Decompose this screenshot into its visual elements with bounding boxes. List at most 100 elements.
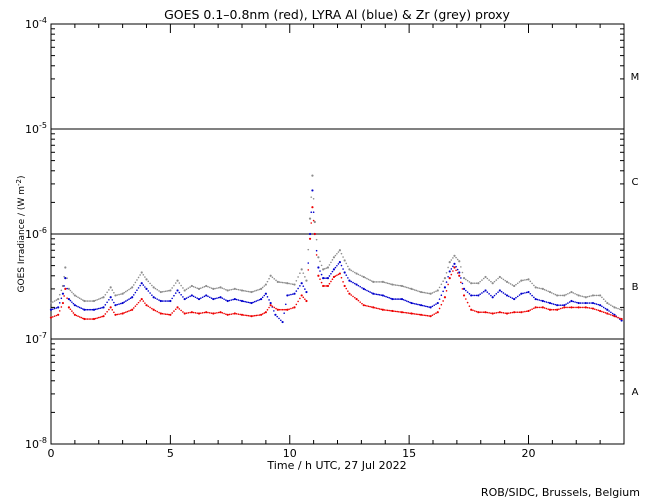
data-point bbox=[527, 309, 530, 313]
data-point bbox=[102, 296, 105, 299]
interpolated-point bbox=[388, 282, 391, 285]
interpolated-point bbox=[388, 297, 391, 299]
interpolated-point bbox=[173, 294, 175, 297]
interpolated-point bbox=[315, 254, 318, 256]
interpolated-point bbox=[142, 273, 145, 276]
interpolated-point bbox=[137, 301, 140, 304]
interpolated-point bbox=[568, 306, 571, 309]
interpolated-point bbox=[278, 281, 281, 283]
data-point bbox=[311, 206, 314, 209]
data-point bbox=[400, 311, 404, 314]
data-point bbox=[145, 287, 148, 291]
interpolated-point bbox=[99, 307, 102, 309]
interpolated-point bbox=[405, 312, 408, 314]
interpolated-point bbox=[590, 307, 592, 310]
interpolated-point bbox=[123, 301, 126, 303]
interpolated-point bbox=[399, 284, 402, 287]
interpolated-point bbox=[55, 314, 58, 317]
data-point bbox=[520, 279, 523, 282]
interpolated-point bbox=[583, 306, 585, 309]
interpolated-point bbox=[440, 294, 443, 297]
interpolated-point bbox=[319, 260, 321, 263]
interpolated-point bbox=[576, 301, 578, 304]
interpolated-point bbox=[559, 294, 562, 297]
data-point bbox=[159, 299, 162, 303]
data-point bbox=[462, 277, 466, 280]
interpolated-point bbox=[465, 298, 467, 300]
interpolated-point bbox=[452, 257, 454, 259]
interpolated-point bbox=[568, 292, 571, 294]
interpolated-point bbox=[608, 310, 610, 312]
interpolated-point bbox=[385, 295, 387, 298]
interpolated-point bbox=[447, 283, 449, 286]
data-point bbox=[121, 312, 124, 315]
data-point bbox=[484, 289, 487, 292]
interpolated-point bbox=[123, 291, 126, 294]
interpolated-point bbox=[58, 302, 61, 304]
data-point bbox=[169, 299, 172, 303]
interpolated-point bbox=[522, 292, 524, 295]
interpolated-point bbox=[104, 293, 107, 296]
interpolated-point bbox=[581, 306, 584, 309]
interpolated-point bbox=[266, 296, 269, 298]
interpolated-point bbox=[299, 285, 301, 287]
interpolated-point bbox=[276, 315, 279, 318]
interpolated-point bbox=[230, 288, 233, 291]
data-point bbox=[620, 308, 623, 311]
data-point bbox=[362, 287, 365, 291]
interpolated-point bbox=[182, 296, 184, 298]
interpolated-point bbox=[461, 271, 464, 274]
interpolated-point bbox=[154, 287, 157, 290]
interpolated-point bbox=[125, 300, 127, 302]
data-point bbox=[226, 313, 229, 316]
data-point bbox=[305, 299, 308, 303]
interpolated-point bbox=[244, 300, 246, 303]
interpolated-point bbox=[134, 305, 137, 307]
data-point bbox=[250, 290, 253, 294]
interpolated-point bbox=[268, 277, 270, 280]
interpolated-point bbox=[619, 317, 621, 320]
interpolated-point bbox=[51, 316, 54, 318]
x-axis-label: Time / h UTC, 27 Jul 2022 bbox=[266, 459, 406, 472]
interpolated-point bbox=[559, 304, 562, 306]
data-point bbox=[131, 308, 134, 311]
interpolated-point bbox=[239, 299, 242, 302]
interpolated-point bbox=[518, 281, 521, 283]
interpolated-point bbox=[123, 312, 126, 314]
interpolated-point bbox=[425, 305, 427, 308]
data-point bbox=[498, 311, 501, 314]
interpolated-point bbox=[460, 281, 462, 284]
interpolated-point bbox=[583, 295, 585, 298]
interpolated-point bbox=[509, 296, 512, 299]
interpolated-point bbox=[486, 277, 489, 280]
interpolated-point bbox=[144, 286, 146, 288]
interpolated-point bbox=[347, 265, 349, 268]
data-point bbox=[620, 317, 623, 321]
interpolated-point bbox=[210, 312, 213, 314]
interpolated-point bbox=[88, 300, 90, 302]
interpolated-point bbox=[323, 267, 326, 270]
interpolated-point bbox=[611, 312, 614, 315]
data-point bbox=[606, 312, 609, 315]
interpolated-point bbox=[586, 306, 589, 309]
data-point bbox=[300, 282, 303, 285]
interpolated-point bbox=[290, 283, 292, 285]
interpolated-point bbox=[178, 291, 181, 294]
interpolated-point bbox=[192, 295, 195, 298]
interpolated-point bbox=[171, 312, 173, 314]
data-point bbox=[362, 304, 365, 307]
data-point bbox=[264, 311, 267, 314]
interpolated-point bbox=[111, 289, 114, 291]
data-point bbox=[49, 301, 53, 305]
interpolated-point bbox=[604, 300, 607, 302]
interpolated-point bbox=[302, 272, 305, 274]
interpolated-point bbox=[208, 296, 211, 299]
interpolated-point bbox=[71, 310, 73, 312]
interpolated-point bbox=[423, 291, 426, 294]
interpolated-point bbox=[304, 276, 306, 278]
interpolated-point bbox=[511, 297, 514, 299]
data-point bbox=[372, 280, 375, 283]
data-point bbox=[269, 274, 272, 277]
flare-class-threshold-lines bbox=[51, 128, 624, 340]
data-point bbox=[131, 286, 134, 289]
